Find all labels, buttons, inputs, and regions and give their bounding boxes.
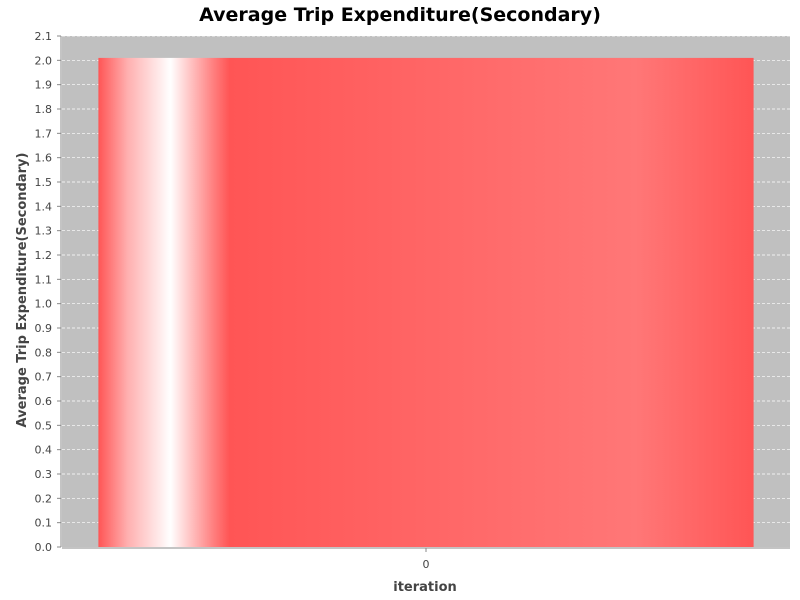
y-tick-label: 1.5 — [35, 176, 53, 189]
y-tick-label: 1.8 — [35, 103, 53, 116]
y-tick-label: 1.7 — [35, 127, 53, 140]
bars — [98, 57, 754, 548]
y-tick-label: 1.2 — [35, 249, 53, 262]
y-tick-label: 0.3 — [35, 468, 53, 481]
y-tick-label: 0.7 — [35, 371, 53, 384]
y-tick-label: 0.1 — [35, 517, 53, 530]
chart-title: Average Trip Expenditure(Secondary) — [199, 4, 601, 26]
bar-0 — [98, 57, 754, 548]
y-tick-label: 1.0 — [35, 298, 53, 311]
y-tick-label: 0.0 — [35, 541, 53, 554]
x-tick-label: 0 — [423, 558, 430, 571]
x-axis-ticks: 0 — [423, 548, 430, 571]
y-tick-label: 0.6 — [35, 395, 53, 408]
y-tick-label: 1.3 — [35, 225, 53, 238]
y-tick-label: 0.8 — [35, 346, 53, 359]
x-axis-label: iteration — [393, 580, 457, 595]
y-axis-ticks: 0.0 0.1 0.2 0.3 0.4 0.5 0.6 0.7 0.8 0.9 1.0 1.1 1.2 1… — [35, 30, 61, 554]
y-tick-label: 1.9 — [35, 79, 53, 92]
y-tick-label: 0.9 — [35, 322, 53, 335]
y-tick-label: 0.2 — [35, 492, 53, 505]
y-tick-label: 2.0 — [35, 54, 53, 67]
y-axis-label: Average Trip Expenditure(Secondary) — [15, 153, 30, 428]
y-tick-label: 1.1 — [35, 273, 53, 286]
y-tick-label: 0.5 — [35, 419, 53, 432]
y-tick-label: 1.4 — [35, 200, 53, 213]
y-tick-label: 0.4 — [35, 444, 53, 457]
y-tick-label: 1.6 — [35, 152, 53, 165]
y-tick-label: 2.1 — [35, 30, 53, 43]
